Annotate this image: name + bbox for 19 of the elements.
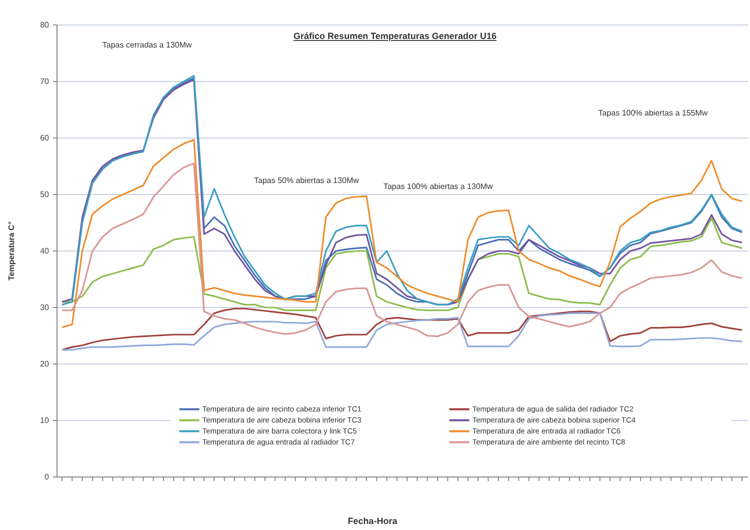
y-tick-label: 0 <box>44 472 50 482</box>
annotation: Tapas 50% abiertas a 130Mw <box>254 176 360 186</box>
y-tick-label: 30 <box>40 303 50 312</box>
y-tick-label: 60 <box>40 134 50 143</box>
y-tick-label: 40 <box>40 246 50 256</box>
y-tick-label: 20 <box>40 360 50 369</box>
annotation: Tapas 100% abiertas a 130Mw <box>383 182 494 191</box>
line-series <box>61 162 743 338</box>
annotation: Tapas 100% abiertas a 155Mw <box>598 108 708 118</box>
annotation: Tapas cerradas a 130Mw <box>102 40 192 50</box>
x-axis-title: Fecha-Hora <box>348 516 398 526</box>
line-series <box>61 217 743 312</box>
y-tick-label: 70 <box>40 77 50 86</box>
text: Gráfico Resumen Temperaturas Generador U16 <box>294 31 496 41</box>
line-series <box>61 138 743 328</box>
y-axis-title: Temperatura C° <box>7 221 16 281</box>
y-tick-label: 50 <box>40 190 50 200</box>
y-tick-label: 10 <box>40 416 50 426</box>
y-tick-label: 80 <box>40 20 50 30</box>
